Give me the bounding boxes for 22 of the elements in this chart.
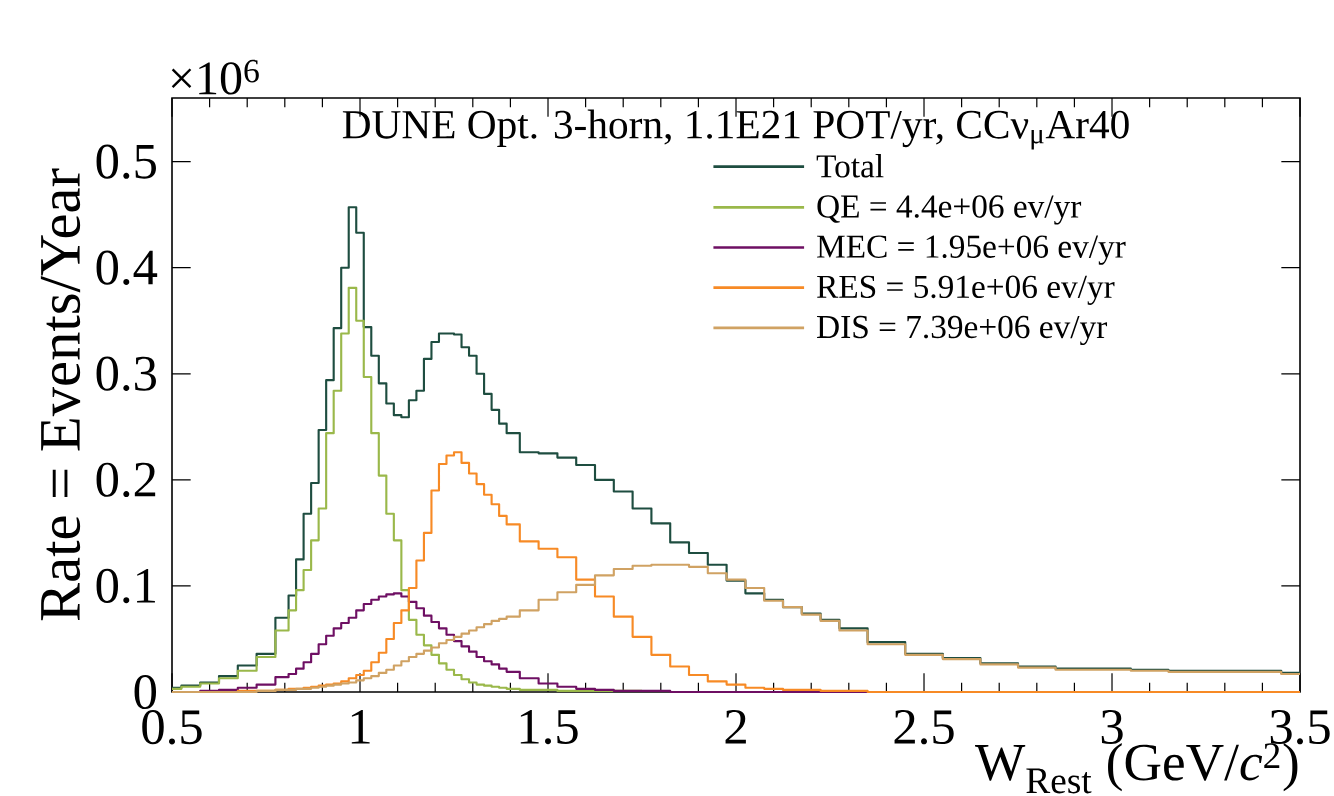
x-tick-label: 2 [725, 710, 746, 744]
y-tick-label: 0.5 [96, 144, 156, 179]
y-tick-label: 0 [134, 674, 157, 710]
x-tick-label: 3 [1101, 710, 1123, 745]
y-tick-label: 0.2 [96, 462, 156, 498]
x-tick-label: 3.5 [1270, 710, 1330, 745]
legend-label: Total [816, 154, 884, 178]
y-axis-title: Rate = Events/Year [40, 168, 81, 621]
chart-title: DUNE Opt. 3-horn, 1.1E21 POT/yr, CCν$_{μ}$Ar40 [342, 109, 1129, 150]
y-tick-label: 0.4 [96, 250, 158, 285]
x-tick-label: 2.5 [894, 710, 954, 745]
legend-label: MEC = 1.95e+06 ev/yr [817, 235, 1126, 265]
x-axis-title: W$_{Rest}$ (GeV/c$^{2}$) [975, 743, 1298, 794]
x-tick-label: 1 [351, 710, 370, 744]
legend-label: DIS = 7.39e+06 ev/yr [817, 315, 1108, 346]
y-tick-label: 0.1 [96, 568, 155, 604]
x-tick-label: 1.5 [520, 710, 578, 745]
legend-label: RES = 5.91e+06 ev/yr [817, 275, 1115, 305]
y-tick-label: 0.3 [96, 356, 156, 391]
x-tick-label: 0.5 [142, 710, 202, 745]
legend-label: QE = 4.4e+06 ev/yr [817, 195, 1082, 225]
text: ×10$^{6}$ [171, 59, 259, 95]
